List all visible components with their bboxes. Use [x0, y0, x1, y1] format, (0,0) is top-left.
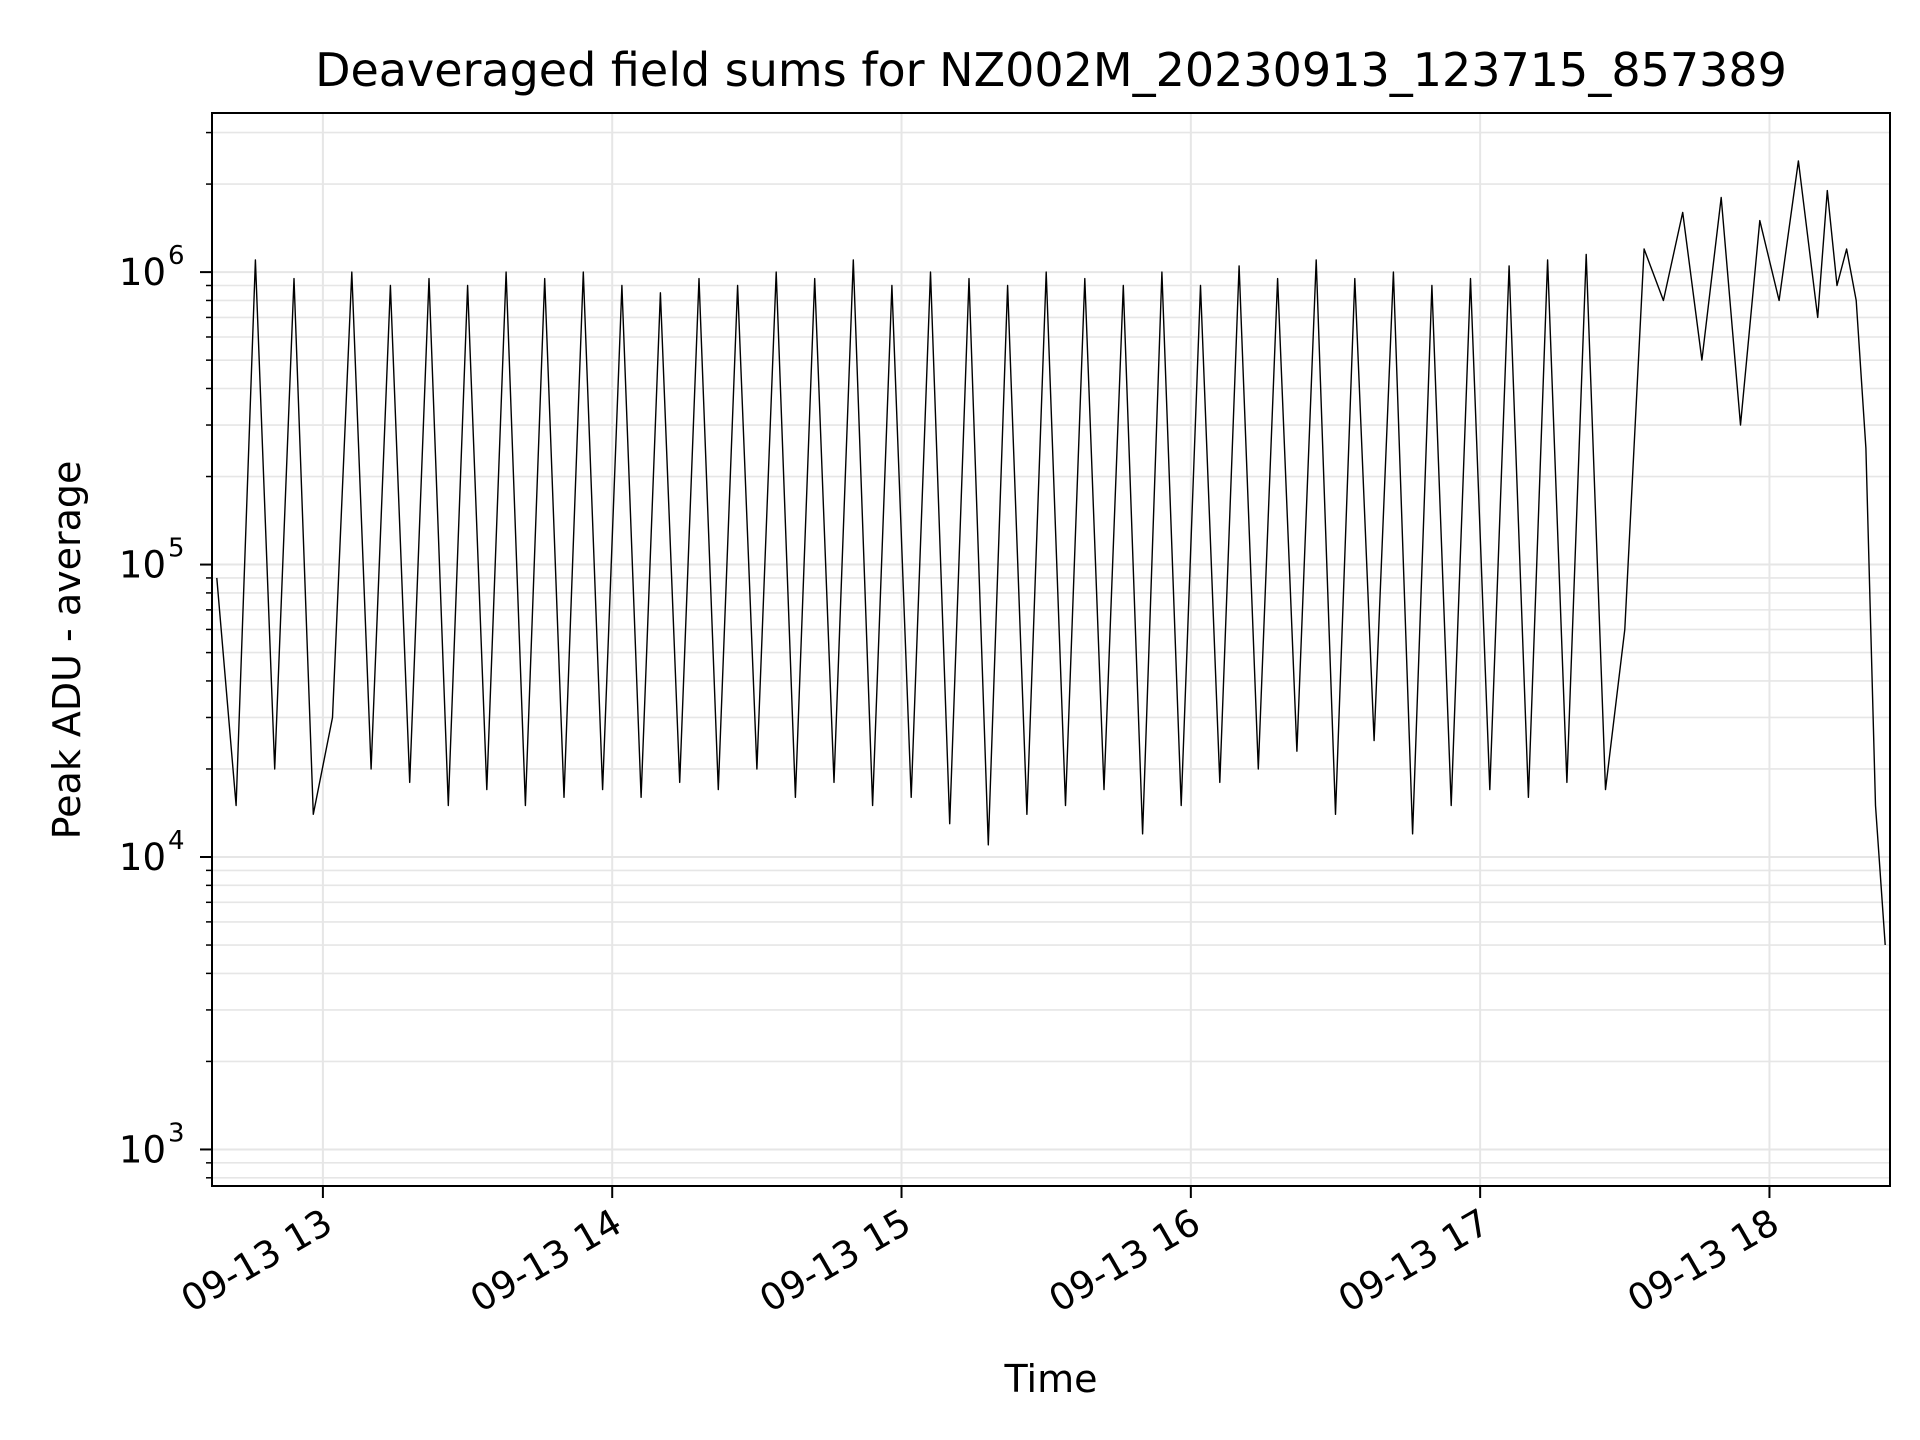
- y-tick-base: 10: [119, 836, 166, 879]
- x-axis-label: Time: [1004, 1357, 1098, 1401]
- y-tick-label: 10 6: [119, 241, 185, 294]
- x-tick-label: 09-13 17: [1331, 1201, 1497, 1321]
- y-tick-base: 10: [119, 544, 166, 587]
- x-tick-label: 09-13 13: [174, 1201, 340, 1321]
- x-tick-label: 09-13 16: [1042, 1201, 1208, 1321]
- plot-frame: [211, 112, 1891, 1187]
- y-tick-base: 10: [119, 251, 166, 294]
- y-tick-exponent: 4: [168, 826, 185, 856]
- y-tick-exponent: 6: [168, 241, 185, 271]
- y-tick-base: 10: [119, 1128, 166, 1171]
- x-tick-label: 09-13 15: [752, 1201, 918, 1321]
- y-axis-label: Peak ADU - average: [45, 461, 89, 840]
- y-tick-label: 10 3: [119, 1118, 185, 1171]
- x-tick-label: 09-13 14: [463, 1201, 629, 1321]
- x-axis: 09-13 13 09-13 14 09-13 15 09-13 16 09-13 17…: [174, 1186, 1786, 1321]
- chart-title: Deaveraged field sums for NZ002M_2023091…: [315, 43, 1787, 97]
- series-layer: [216, 160, 1886, 946]
- grid-layer: [206, 113, 1890, 1186]
- y-tick-label: 10 5: [119, 534, 185, 587]
- x-tick-label: 09-13 18: [1620, 1201, 1786, 1321]
- data-series-line: [216, 160, 1886, 946]
- y-tick-label: 10 4: [119, 826, 185, 879]
- y-tick-exponent: 5: [168, 534, 185, 564]
- y-tick-exponent: 3: [168, 1118, 185, 1148]
